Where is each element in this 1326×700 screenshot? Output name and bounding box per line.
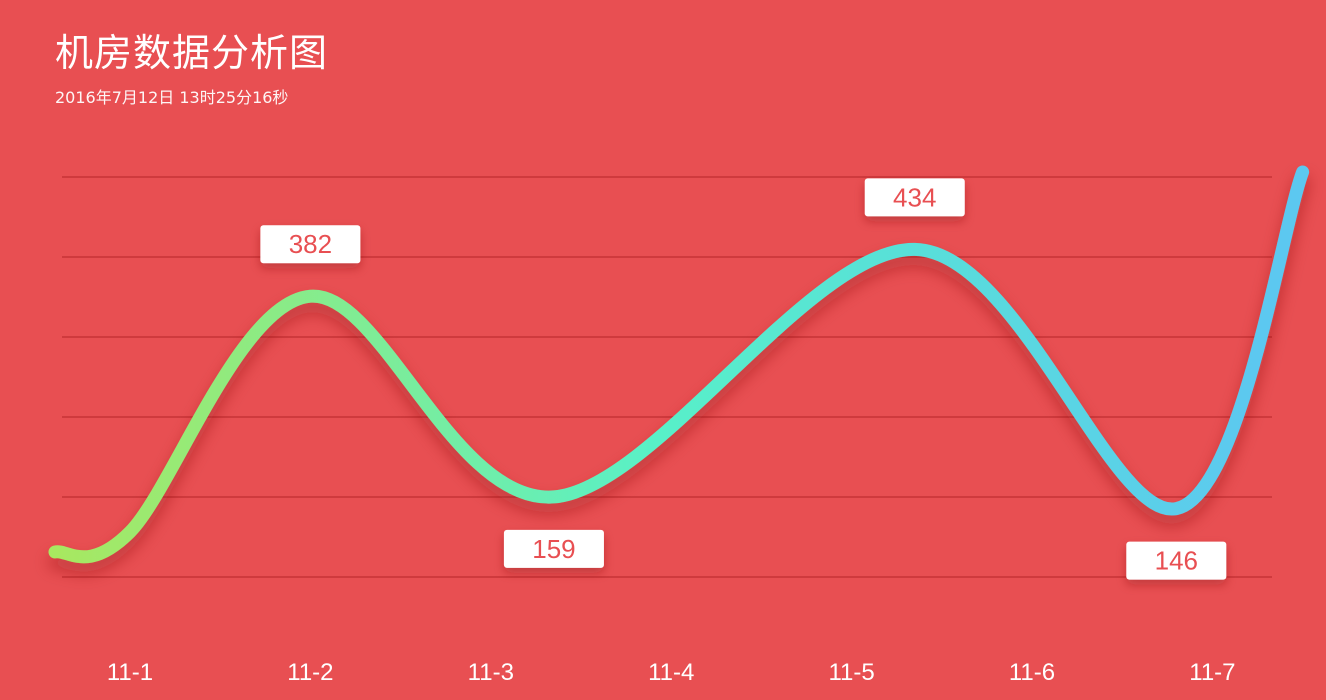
x-axis: 11-1 11-2 11-3 11-4 11-5 11-6 11-7	[107, 659, 1236, 686]
chart-title: 机房数据分析图	[55, 31, 329, 75]
series-line	[48, 165, 1310, 564]
data-label-box	[260, 225, 361, 264]
x-tick-label: 11-3	[468, 659, 514, 686]
data-label-box	[503, 529, 604, 568]
data-label-382: 382	[260, 225, 361, 264]
data-label-text: 434	[893, 182, 936, 212]
data-label-box	[864, 178, 965, 217]
data-label-159: 159	[503, 529, 604, 568]
data-label-box	[1126, 541, 1227, 580]
x-tick-label: 11-4	[648, 659, 694, 686]
data-label-text: 146	[1155, 546, 1198, 576]
data-label-text: 382	[289, 229, 332, 259]
x-tick-label: 11-1	[107, 659, 153, 686]
data-labels: 382 159 434 146	[260, 178, 1227, 580]
x-tick-label: 11-2	[287, 659, 333, 686]
data-label-146: 146	[1126, 541, 1227, 580]
gridlines	[62, 176, 1272, 578]
data-label-434: 434	[864, 178, 965, 217]
x-tick-label: 11-7	[1189, 659, 1235, 686]
data-label-text: 159	[532, 534, 575, 564]
x-tick-label: 11-5	[828, 659, 874, 686]
chart-subtitle: 2016年7月12日 13时25分16秒	[55, 88, 289, 107]
x-tick-label: 11-6	[1009, 659, 1055, 686]
series-line-group	[48, 165, 1310, 564]
